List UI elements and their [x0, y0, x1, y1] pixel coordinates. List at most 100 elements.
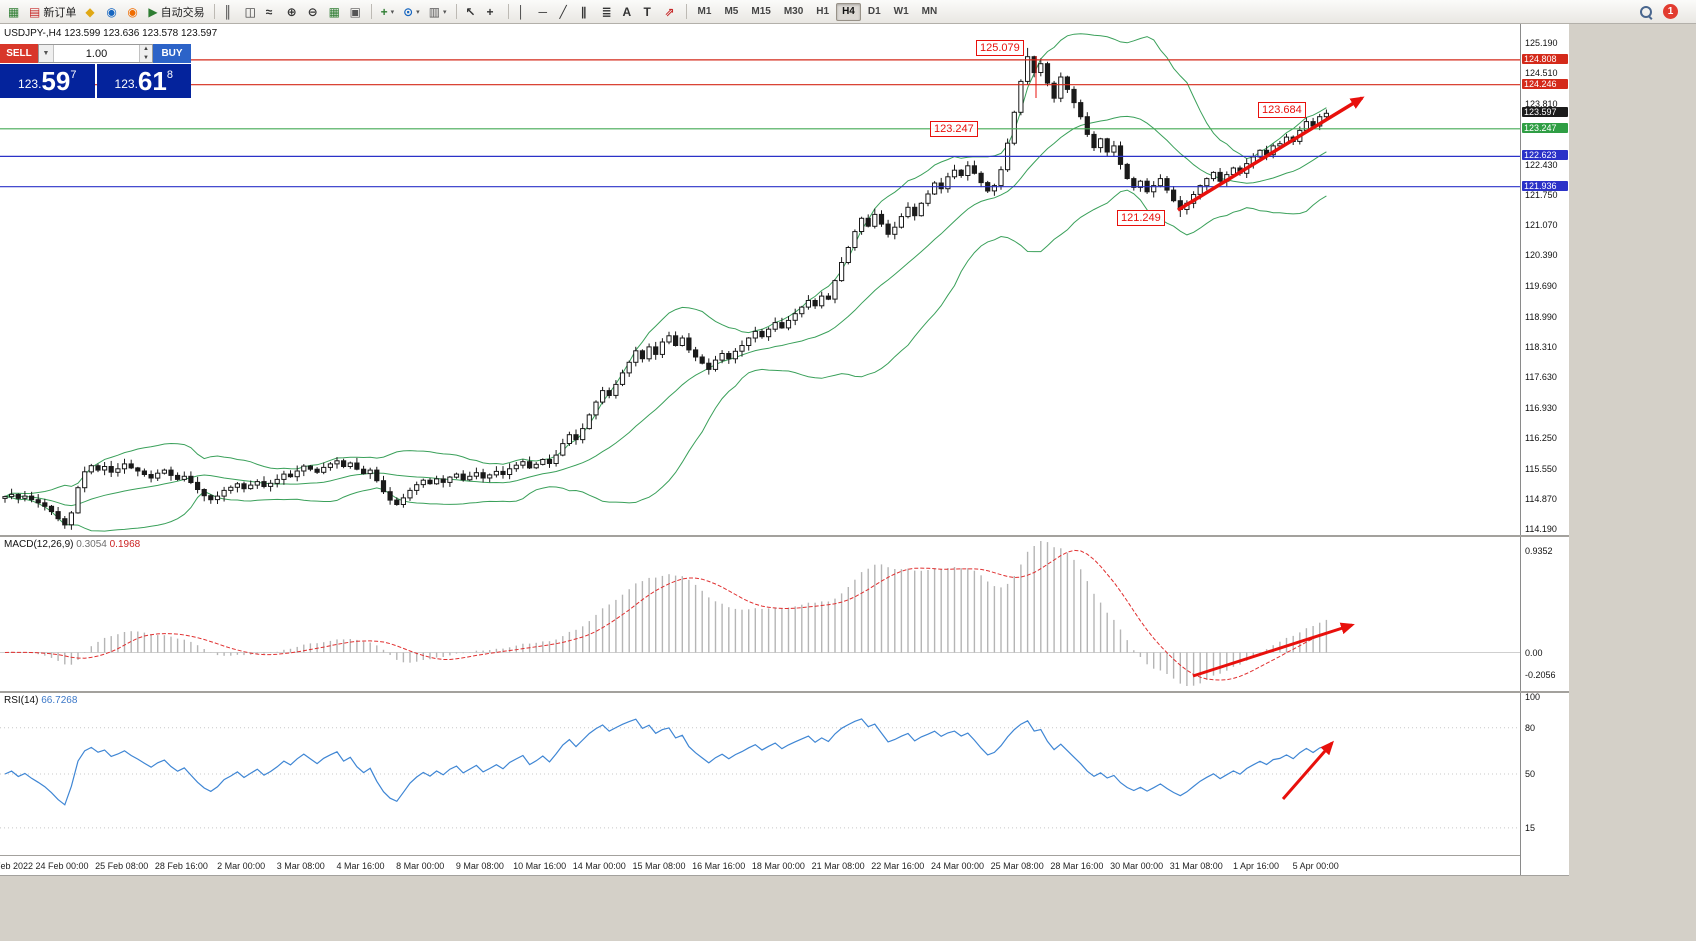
buy-button[interactable]: BUY: [153, 44, 191, 63]
periods-button[interactable]: ⊙ ▾: [399, 2, 424, 22]
arrows-button[interactable]: ⇗: [661, 2, 681, 22]
macd-label: MACD(12,26,9) 0.3054 0.1968: [4, 539, 140, 550]
price-axis-label: 116.930: [1525, 403, 1557, 413]
main-chart-svg[interactable]: [0, 24, 1520, 535]
trendline-button[interactable]: ╱: [556, 2, 576, 22]
bar-chart-type-button[interactable]: ║: [220, 2, 240, 22]
sell-button[interactable]: SELL: [0, 44, 38, 63]
horizontal-line-button[interactable]: ─: [535, 2, 555, 22]
toolbar-separator: [507, 4, 509, 19]
timeframe-m1-button[interactable]: M1: [697, 6, 712, 17]
macd-axis-label: 0.00: [1525, 648, 1543, 658]
autotrading-button-label: 自动交易: [160, 6, 205, 19]
buy-price-prefix: 123.: [114, 77, 138, 91]
buy-price-button[interactable]: 123. 61 8: [96, 64, 191, 98]
caret-down-icon: ▾: [443, 8, 447, 16]
fibonacci-icon: ≣: [601, 4, 612, 19]
zoom-in-button[interactable]: ⊕: [283, 2, 303, 22]
panel-resize-separator[interactable]: [0, 691, 1569, 693]
auto-arrange-button[interactable]: ▣: [346, 2, 366, 22]
vertical-line-button[interactable]: │: [514, 2, 534, 22]
text-label-button[interactable]: T: [640, 2, 660, 22]
timeframe-h1-button[interactable]: H1: [816, 6, 830, 17]
new-order-button[interactable]: ▤ 新订单: [25, 2, 80, 22]
market-watch-icon: ◉: [106, 4, 117, 19]
macd-svg[interactable]: [0, 537, 1520, 691]
rsi-axis-label: 100: [1525, 692, 1541, 702]
time-axis-label: 28 Feb 16:00: [154, 861, 208, 871]
zoom-out-button[interactable]: ⊖: [304, 2, 324, 22]
price-annotation[interactable]: 121.249: [1117, 210, 1165, 226]
toolbar-buttons: ▦ ▤ 新订单 ◆ ◉ ◉ ▶ 自动交易 ║ ◫ ≈ ⊕ ⊖ ▦ ▣ + ▾ ⊙ ▾ ▥ ▾ ↖ + │ ─ ╱ ∥ ≣ A T ⇗ M1 M5…: [4, 2, 943, 22]
time-axis-label: 25 Feb 08:00: [95, 861, 149, 871]
time-axis-label: 24 Mar 00:00: [930, 861, 985, 871]
trend-arrow[interactable]: [1281, 740, 1334, 800]
mql5-community-button[interactable]: ◉: [123, 2, 143, 22]
cursor-button[interactable]: ↖: [462, 2, 482, 22]
text-icon: A: [622, 4, 632, 19]
timeframe-d1-button[interactable]: D1: [867, 6, 881, 17]
volume-down-button[interactable]: ▼: [140, 53, 152, 62]
zoom-out-icon: ⊖: [307, 4, 318, 19]
price-tag: 123.597: [1522, 107, 1568, 117]
rsi-name: RSI(14): [4, 695, 39, 706]
market-watch-button[interactable]: ◉: [102, 2, 122, 22]
autotrading-button[interactable]: ▶ 自动交易: [144, 2, 208, 22]
symbol-label: USDJPY-,H4: [4, 28, 62, 39]
sell-price-button[interactable]: 123. 59 7: [0, 64, 95, 98]
macd-panel[interactable]: MACD(12,26,9) 0.3054 0.1968: [0, 537, 1520, 691]
timeframe-m30-button[interactable]: M30: [783, 6, 804, 17]
timeframe-m5-button[interactable]: M5: [724, 6, 739, 17]
price-axis-label: 119.690: [1525, 281, 1557, 291]
deposit-button[interactable]: ◆: [81, 2, 101, 22]
price-axis-label: 115.550: [1525, 464, 1557, 474]
time-axis-label: Feb 2022: [0, 861, 34, 871]
rsi-panel[interactable]: RSI(14) 66.7268: [0, 693, 1520, 855]
time-axis-label: 24 Feb 00:00: [35, 861, 89, 871]
timeframe-mn-button[interactable]: MN: [921, 6, 938, 17]
time-axis-label: 22 Mar 16:00: [871, 861, 925, 871]
price-axis[interactable]: 125.190 124.510 123.810 122.430 121.750 121.0…: [1520, 24, 1569, 876]
main-chart-panel[interactable]: USDJPY-,H4 123.599 123.636 123.578 123.5…: [0, 24, 1520, 535]
price-annotation[interactable]: 123.684: [1258, 102, 1306, 118]
candlestick-chart-type-button[interactable]: ◫: [241, 2, 261, 22]
price-tag: 123.247: [1522, 123, 1568, 133]
rsi-value: 66.7268: [41, 695, 78, 706]
price-axis-label: 124.510: [1525, 68, 1558, 78]
price-axis-label: 114.190: [1525, 524, 1557, 534]
price-annotation[interactable]: 125.079: [976, 40, 1024, 56]
time-axis-label: 1 Apr 16:00: [1232, 861, 1280, 871]
trend-arrow[interactable]: [1177, 96, 1365, 212]
indicators-button[interactable]: + ▾: [377, 2, 399, 22]
panel-resize-separator[interactable]: [0, 535, 1569, 537]
fibonacci-button[interactable]: ≣: [598, 2, 618, 22]
volume-input[interactable]: 1.00: [85, 47, 108, 60]
price-annotation[interactable]: 123.247: [930, 121, 978, 137]
templates-button[interactable]: ▥ ▾: [425, 2, 451, 22]
timeframe-m15-button[interactable]: M15: [751, 6, 771, 17]
candlestick-chart-type-icon: ◫: [244, 4, 256, 19]
notification-badge[interactable]: 1: [1663, 4, 1678, 19]
toolbar-separator: [455, 4, 457, 19]
time-axis-label: 18 Mar 00:00: [751, 861, 805, 871]
equidistant-channel-button[interactable]: ∥: [577, 2, 597, 22]
crosshair-button[interactable]: +: [483, 2, 503, 22]
search-icon[interactable]: [1639, 5, 1653, 19]
ohlc-values: 123.599 123.636 123.578 123.597: [64, 28, 218, 39]
one-click-trading-panel: SELL ▼ 1.00 ▲ ▼ BUY 123. 59 7: [0, 44, 191, 98]
tile-windows-button[interactable]: ▦: [325, 2, 345, 22]
volume-dropdown-icon[interactable]: ▼: [39, 45, 54, 62]
templates-icon: ▥: [428, 4, 441, 19]
timeframe-h4-button[interactable]: H4: [836, 2, 861, 21]
rsi-svg[interactable]: [0, 693, 1520, 855]
candles-layer: [2, 47, 1330, 530]
chart-shortcut-button[interactable]: ▦: [4, 2, 24, 22]
text-button[interactable]: A: [619, 2, 639, 22]
volume-up-button[interactable]: ▲: [140, 45, 152, 54]
macd-axis-label: -0.2056: [1525, 670, 1556, 680]
line-chart-type-button[interactable]: ≈: [262, 2, 282, 22]
trend-arrow[interactable]: [1192, 622, 1355, 678]
price-tag: 124.246: [1522, 79, 1568, 89]
timeframe-w1-button[interactable]: W1: [893, 6, 909, 17]
